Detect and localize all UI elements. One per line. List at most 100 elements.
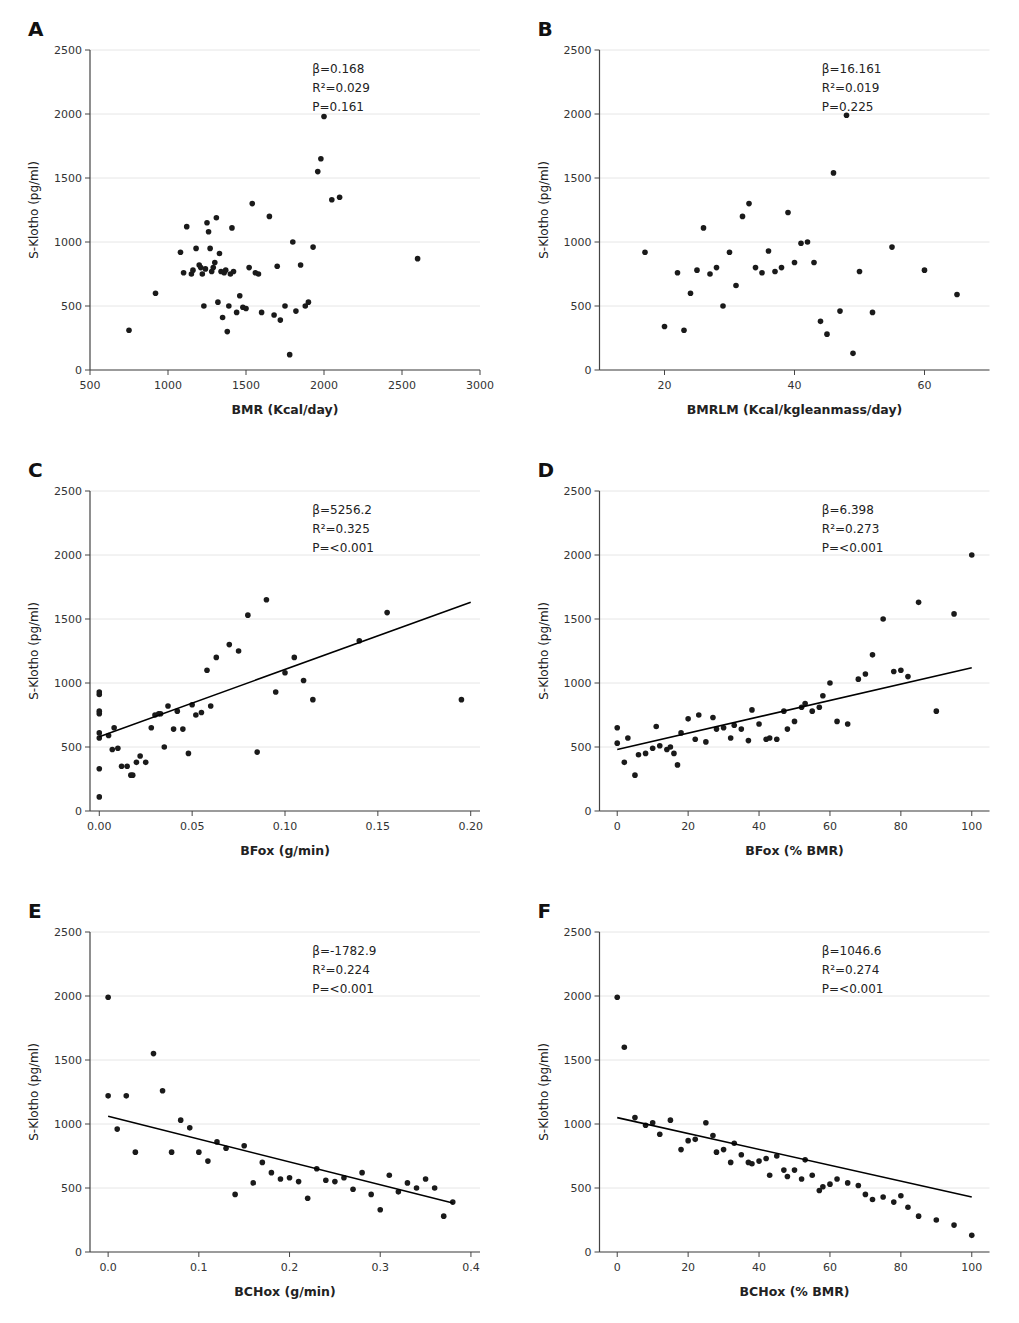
point [820,693,826,699]
point [850,351,856,357]
tick-label: 1500 [54,172,82,185]
point [811,260,817,266]
point [916,1213,922,1219]
point [733,283,739,289]
point [898,1193,904,1199]
plot-area [126,114,420,358]
point [296,1179,302,1185]
tick-label: 0.20 [458,820,483,833]
grid-line [90,178,480,179]
tick-label: 500 [571,300,592,313]
stats-annotation: β=16.161 [822,62,882,76]
tick-label: 0 [75,364,82,377]
tick-mark [198,1252,199,1257]
y-axis-line [599,491,600,811]
point [636,752,642,758]
tick-label: 0.2 [281,1261,299,1274]
point [298,262,304,268]
point [130,772,136,778]
tick-mark [595,242,600,243]
point [662,324,668,330]
y-axis-line [599,932,600,1252]
stats-annotation: β=5256.2 [312,503,372,517]
panel-label: D [538,458,555,482]
tick-label: 2500 [54,44,82,57]
point [273,689,279,695]
point [269,1170,275,1176]
point [293,308,299,314]
point [954,292,960,298]
tick-mark [377,811,378,816]
tick-mark [900,811,901,816]
grid-line [600,811,990,812]
grid-line [90,1060,480,1061]
point [739,726,745,732]
stats-annotation: R²=0.325 [312,522,370,536]
tick-mark [85,491,90,492]
point [208,703,214,709]
point [96,766,102,772]
point [171,726,177,732]
tick-mark [90,370,91,375]
point [671,751,677,757]
point [178,1117,184,1123]
point [224,329,230,335]
grid-line [600,306,990,307]
tick-mark [595,996,600,997]
x-axis-line [90,369,480,370]
grid-line [90,1188,480,1189]
tick-mark [900,1252,901,1257]
grid-line [90,555,480,556]
point [749,707,755,713]
x-axis-label: BMR (Kcal/day) [232,402,339,417]
point [134,760,140,766]
tick-label: 0.05 [180,820,205,833]
tick-label: 20 [681,820,695,833]
point [798,240,804,246]
point [184,224,190,230]
grid-line [600,178,990,179]
tick-label: 2500 [388,379,416,392]
point [193,712,199,718]
point [350,1186,356,1192]
point [774,737,780,743]
x-axis-label: BCHox (% BMR) [739,1284,849,1299]
grid-line [600,114,990,115]
point [696,712,702,718]
tick-label: 0 [614,820,621,833]
point [818,319,824,325]
figure: 0500100015002000250050010001500200025003… [0,0,1019,1323]
point [305,1195,311,1201]
point [260,1160,266,1166]
point [368,1192,374,1198]
point [207,246,213,252]
fit-line [108,1116,453,1203]
point [714,1149,720,1155]
point [105,994,111,1000]
point [148,725,154,731]
point [678,1147,684,1153]
point [291,655,297,661]
tick-label: 1500 [54,613,82,626]
tick-label: 1000 [54,236,82,249]
tick-label: 80 [894,820,908,833]
tick-label: 500 [80,379,101,392]
stats-annotation: β=6.398 [822,503,874,517]
point [405,1180,411,1186]
point [792,1167,798,1173]
tick-mark [595,619,600,620]
point [245,612,251,618]
grid-line [600,242,990,243]
point [204,220,210,226]
tick-mark [99,811,100,816]
tick-mark [192,811,193,816]
point [675,270,681,276]
tick-mark [85,619,90,620]
point [863,1192,869,1198]
tick-mark [85,242,90,243]
point [321,114,327,120]
tick-label: 0.1 [190,1261,208,1274]
point [870,1197,876,1203]
stats-annotation: P=<0.001 [312,541,374,555]
point [622,760,628,766]
